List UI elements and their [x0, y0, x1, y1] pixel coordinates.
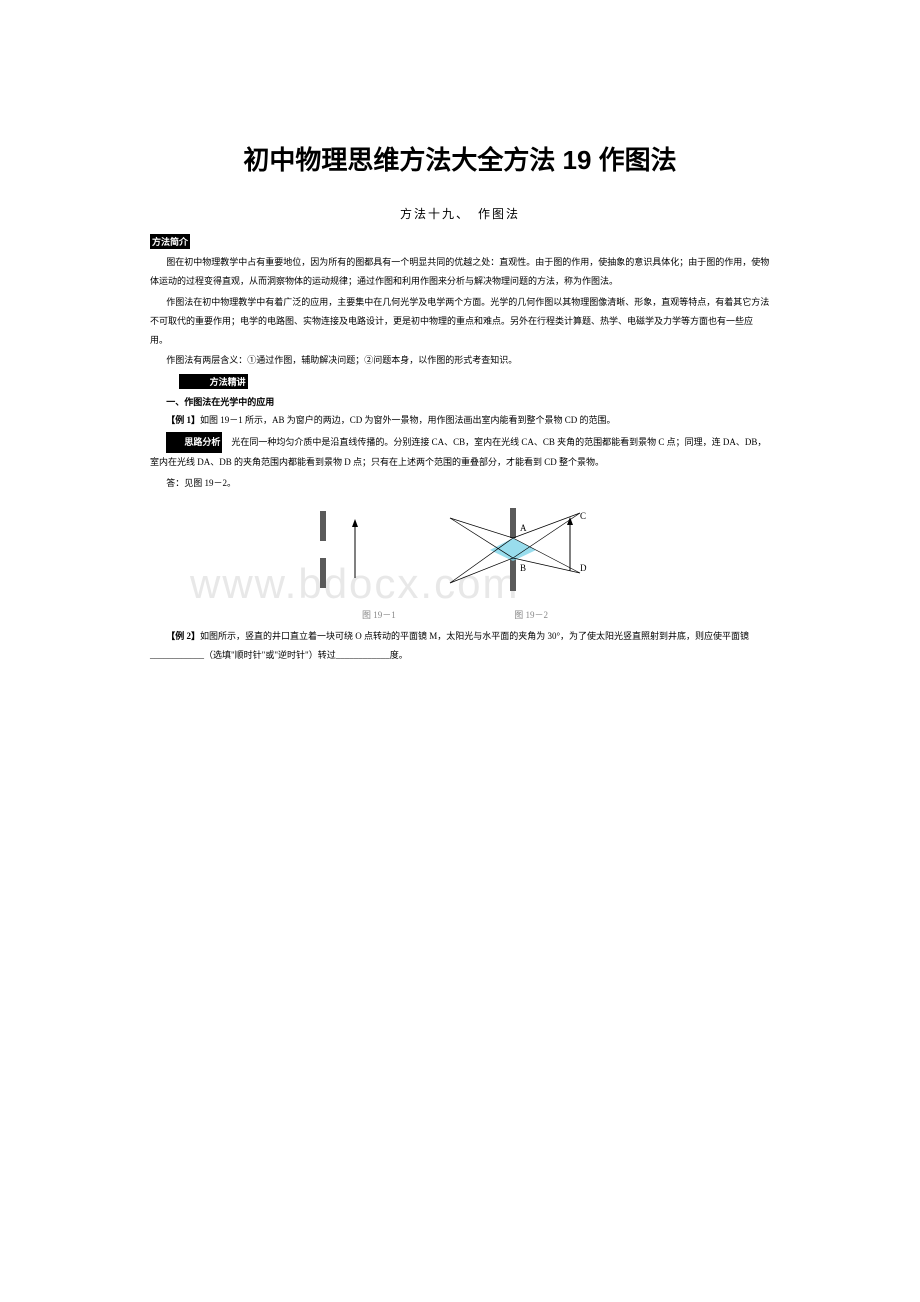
example-1-text: 如图 19－1 所示，AB 为窗户的两边，CD 为窗外一景物，用作图法画出室内能… [200, 415, 616, 425]
figure-label-left: 图 19－1 [309, 608, 449, 621]
section-label-intro: 方法简介 [150, 234, 190, 249]
example-2-text: 如图所示，竖直的井口直立着一块可绕 O 点转动的平面镜 M，太阳光与水平面的夹角… [150, 631, 749, 660]
diagram-19-1-and-19-2: A B C D [290, 503, 630, 603]
content-wrapper: 初中物理思维方法大全方法 19 作图法 方法十九、 作图法 方法简介 图在初中物… [150, 140, 770, 665]
svg-text:A: A [520, 523, 527, 533]
page-title: 初中物理思维方法大全方法 19 作图法 [150, 140, 770, 177]
figure-labels-row: 图 19－1 图 19－2 [150, 608, 770, 621]
svg-text:D: D [580, 563, 587, 573]
answer-1: 答：见图 19－2。 [150, 474, 770, 493]
section-method-detail: 方法精讲 [150, 372, 770, 393]
sub-heading-optics: 一、作图法在光学中的应用 [150, 393, 770, 411]
analysis-1-text: 光在同一种均匀介质中是沿直线传播的。分别连接 CA、CB，室内在光线 CA、CB… [150, 437, 766, 467]
example-2: 【例 2】如图所示，竖直的井口直立着一块可绕 O 点转动的平面镜 M，太阳光与水… [150, 627, 770, 665]
figure-19-1 [320, 511, 358, 588]
svg-text:B: B [520, 563, 526, 573]
paragraph-1: 图在初中物理教学中占有重要地位，因为所有的图都具有一个明显共同的优越之处：直观性… [150, 253, 770, 291]
section-label-detail: 方法精讲 [179, 374, 248, 389]
example-1-label: 【例 1】 [166, 415, 200, 425]
figure-19-2: A B C D [450, 508, 587, 591]
section-method-intro: 方法简介 [150, 232, 770, 253]
figure-label-right: 图 19－2 [451, 608, 611, 621]
paragraph-3: 作图法有两层含义：①通过作图，辅助解决问题；②问题本身，以作图的形式考查知识。 [150, 351, 770, 370]
example-2-label: 【例 2】 [166, 631, 200, 641]
diagram-container: A B C D 图 19－1 图 19－2 [150, 503, 770, 621]
paragraph-2: 作图法在初中物理教学中有着广泛的应用，主要集中在几何光学及电学两个方面。光学的几… [150, 293, 770, 350]
analysis-label: 思路分析 [166, 432, 222, 453]
svg-text:C: C [580, 511, 586, 521]
analysis-1: 思路分析 光在同一种均匀介质中是沿直线传播的。分别连接 CA、CB，室内在光线 … [150, 432, 770, 472]
example-1: 【例 1】如图 19－1 所示，AB 为窗户的两边，CD 为窗外一景物，用作图法… [150, 411, 770, 430]
method-subtitle: 方法十九、 作图法 [150, 205, 770, 222]
